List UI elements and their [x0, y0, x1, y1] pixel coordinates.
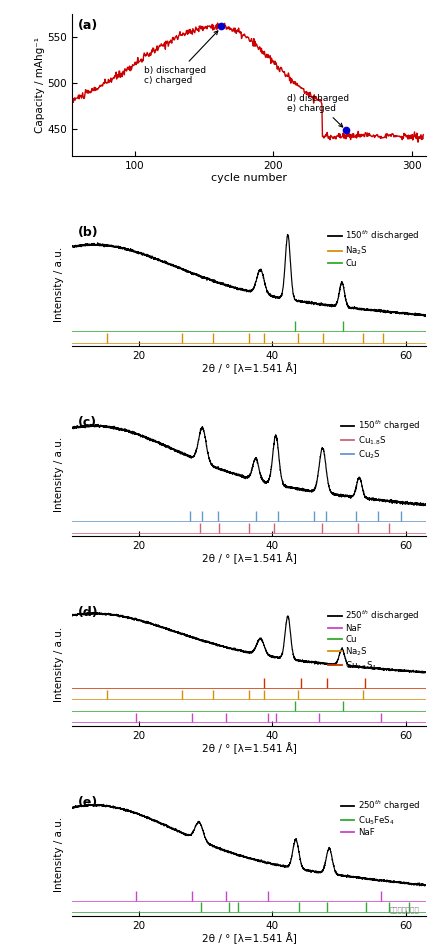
Legend: 150$^{th}$ charged, Cu$_{1.8}$S, Cu$_2$S: 150$^{th}$ charged, Cu$_{1.8}$S, Cu$_2$S [339, 417, 422, 463]
X-axis label: 2θ / ° [λ=1.541 Å]: 2θ / ° [λ=1.541 Å] [201, 552, 297, 564]
Text: 材料科学与工程: 材料科学与工程 [389, 906, 419, 913]
Legend: 250$^{th}$ charged, Cu$_5$FeS$_4$, NaF: 250$^{th}$ charged, Cu$_5$FeS$_4$, NaF [339, 796, 422, 839]
Y-axis label: Intensity / a.u.: Intensity / a.u. [55, 816, 65, 892]
Text: b) discharged
c) charged: b) discharged c) charged [144, 31, 218, 85]
Text: d) discharged
e) charged: d) discharged e) charged [287, 94, 350, 127]
X-axis label: 2θ / ° [λ=1.541 Å]: 2θ / ° [λ=1.541 Å] [201, 742, 297, 754]
Legend: 250$^{th}$ discharged, NaF, Cu, Na$_2$S, Cu$_{7.2}$S$_4$: 250$^{th}$ discharged, NaF, Cu, Na$_2$S,… [326, 606, 422, 674]
Y-axis label: Intensity / a.u.: Intensity / a.u. [55, 626, 65, 701]
Legend: 150$^{th}$ discharged, Na$_2$S, Cu: 150$^{th}$ discharged, Na$_2$S, Cu [326, 227, 422, 270]
Y-axis label: Capacity / mAhg⁻¹: Capacity / mAhg⁻¹ [35, 37, 45, 133]
Y-axis label: Intensity / a.u.: Intensity / a.u. [55, 247, 65, 322]
Text: (b): (b) [77, 226, 98, 239]
Text: (d): (d) [77, 606, 98, 619]
X-axis label: 2θ / ° [λ=1.541 Å]: 2θ / ° [λ=1.541 Å] [201, 363, 297, 374]
Text: (e): (e) [77, 796, 97, 809]
X-axis label: 2θ / ° [λ=1.541 Å]: 2θ / ° [λ=1.541 Å] [201, 932, 297, 944]
X-axis label: cycle number: cycle number [211, 173, 287, 182]
Y-axis label: Intensity / a.u.: Intensity / a.u. [55, 437, 65, 512]
Text: (a): (a) [77, 18, 97, 31]
Text: (c): (c) [77, 417, 97, 429]
